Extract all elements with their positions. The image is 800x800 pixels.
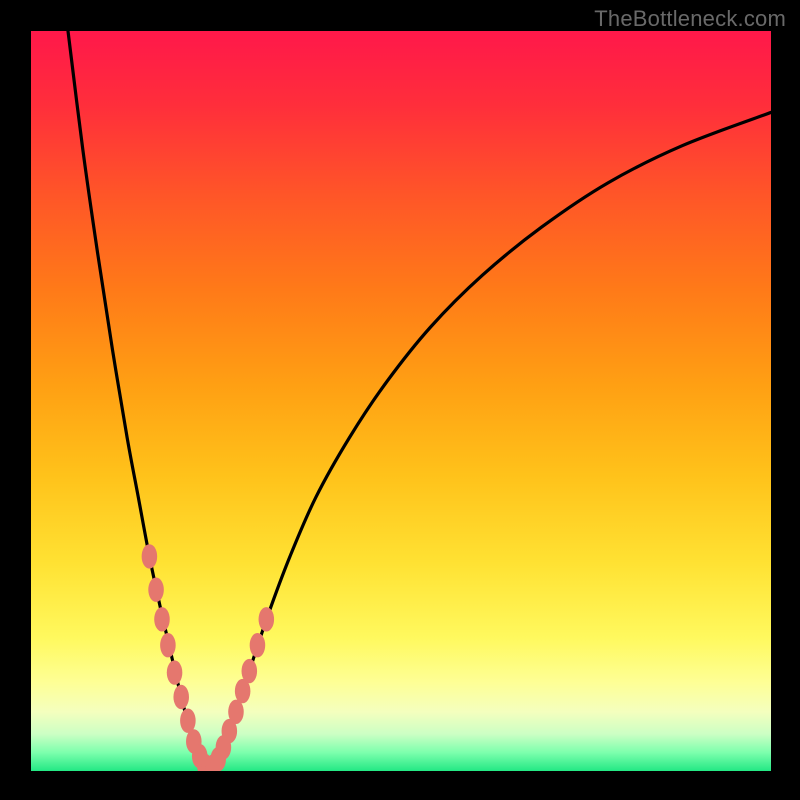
chart-svg — [31, 31, 771, 771]
chart-background — [31, 31, 771, 771]
data-marker — [242, 659, 258, 683]
data-marker — [167, 660, 183, 684]
data-marker — [228, 700, 244, 724]
data-marker — [154, 607, 170, 631]
chart-area — [31, 31, 771, 771]
data-marker — [142, 544, 158, 568]
data-marker — [173, 685, 189, 709]
data-marker — [250, 633, 266, 657]
watermark-text: TheBottleneck.com — [594, 6, 786, 32]
data-marker — [148, 577, 164, 601]
data-marker — [259, 607, 275, 631]
data-marker — [160, 633, 176, 657]
